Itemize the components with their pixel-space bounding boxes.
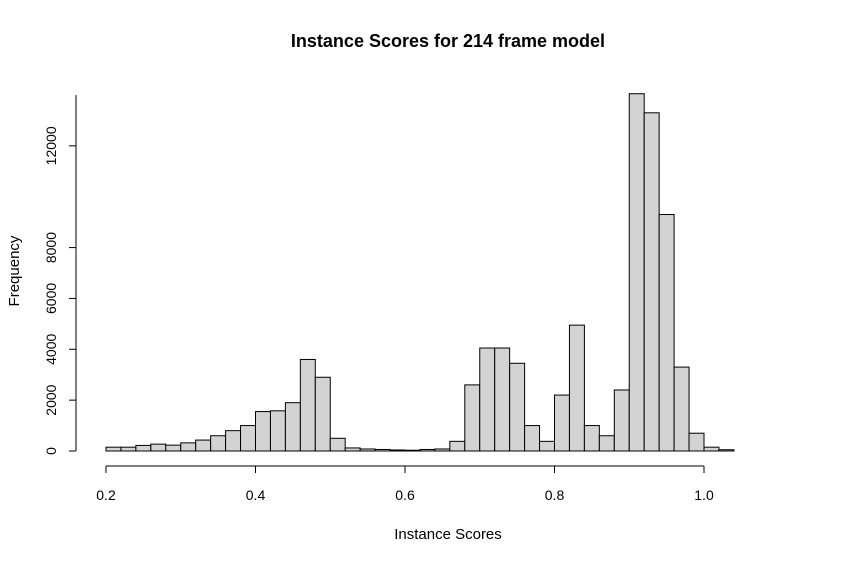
histogram-bar bbox=[344, 447, 361, 452]
y-tick-label: 0 bbox=[43, 447, 59, 455]
histogram-bar bbox=[643, 112, 660, 452]
histogram-bar bbox=[269, 410, 286, 452]
x-axis-label: Instance Scores bbox=[394, 526, 502, 543]
histogram-bar bbox=[703, 446, 720, 452]
y-tick-label: 6000 bbox=[43, 283, 59, 314]
histogram-bar bbox=[613, 389, 630, 452]
histogram-bar bbox=[195, 439, 212, 452]
x-tick-label: 1.0 bbox=[694, 487, 714, 503]
chart-title: Instance Scores for 214 frame model bbox=[291, 31, 605, 51]
histogram-bar bbox=[434, 448, 451, 452]
histogram-bar bbox=[479, 347, 496, 452]
histogram-bar bbox=[673, 366, 690, 452]
histogram-bar bbox=[658, 214, 675, 452]
histogram-bar bbox=[284, 402, 301, 452]
histogram-bar bbox=[150, 443, 167, 452]
y-axis: 0 2000 4000 6000 8000 12000 bbox=[43, 95, 77, 455]
histogram-bar bbox=[464, 384, 481, 452]
histogram-bar bbox=[359, 448, 376, 452]
x-tick-label: 0.4 bbox=[246, 487, 266, 503]
histogram-bar bbox=[449, 440, 466, 452]
histogram-bars bbox=[105, 93, 735, 452]
histogram-bar bbox=[494, 347, 511, 452]
histogram-bar bbox=[404, 449, 421, 452]
histogram-bar bbox=[718, 449, 735, 452]
y-tick-label: 2000 bbox=[43, 384, 59, 415]
x-tick-label: 0.2 bbox=[96, 487, 116, 503]
histogram-bar bbox=[105, 446, 122, 452]
histogram-bar bbox=[180, 442, 197, 452]
histogram-bar bbox=[598, 435, 615, 452]
histogram-bar bbox=[299, 358, 316, 452]
histogram-bar bbox=[554, 394, 570, 452]
histogram-bar bbox=[314, 376, 331, 452]
histogram-bar bbox=[628, 93, 645, 452]
x-tick-label: 0.8 bbox=[545, 487, 565, 503]
histogram-bar bbox=[419, 448, 436, 452]
histogram-bar bbox=[389, 449, 406, 452]
histogram-bar bbox=[539, 440, 555, 452]
y-axis-label: Frequency bbox=[6, 235, 23, 306]
histogram-bar bbox=[583, 425, 600, 452]
histogram-bar bbox=[135, 444, 152, 452]
histogram-bar bbox=[225, 430, 242, 452]
y-tick-label: 12000 bbox=[43, 126, 59, 165]
x-tick-label: 0.6 bbox=[395, 487, 415, 503]
histogram-bar bbox=[255, 411, 271, 452]
histogram-bar bbox=[240, 425, 257, 452]
y-tick-label: 8000 bbox=[43, 232, 59, 263]
histogram-bar bbox=[568, 324, 585, 452]
histogram-bar bbox=[120, 446, 137, 452]
histogram-bar bbox=[329, 437, 346, 452]
histogram-bar bbox=[509, 362, 526, 452]
histogram-bar bbox=[210, 435, 227, 452]
histogram-bar bbox=[688, 432, 705, 452]
histogram-bar bbox=[165, 444, 182, 452]
y-tick-label: 4000 bbox=[43, 334, 59, 365]
histogram-bar bbox=[374, 448, 391, 452]
x-axis: 0.2 0.4 0.6 0.8 1.0 bbox=[96, 465, 714, 503]
histogram-bar bbox=[524, 425, 541, 452]
